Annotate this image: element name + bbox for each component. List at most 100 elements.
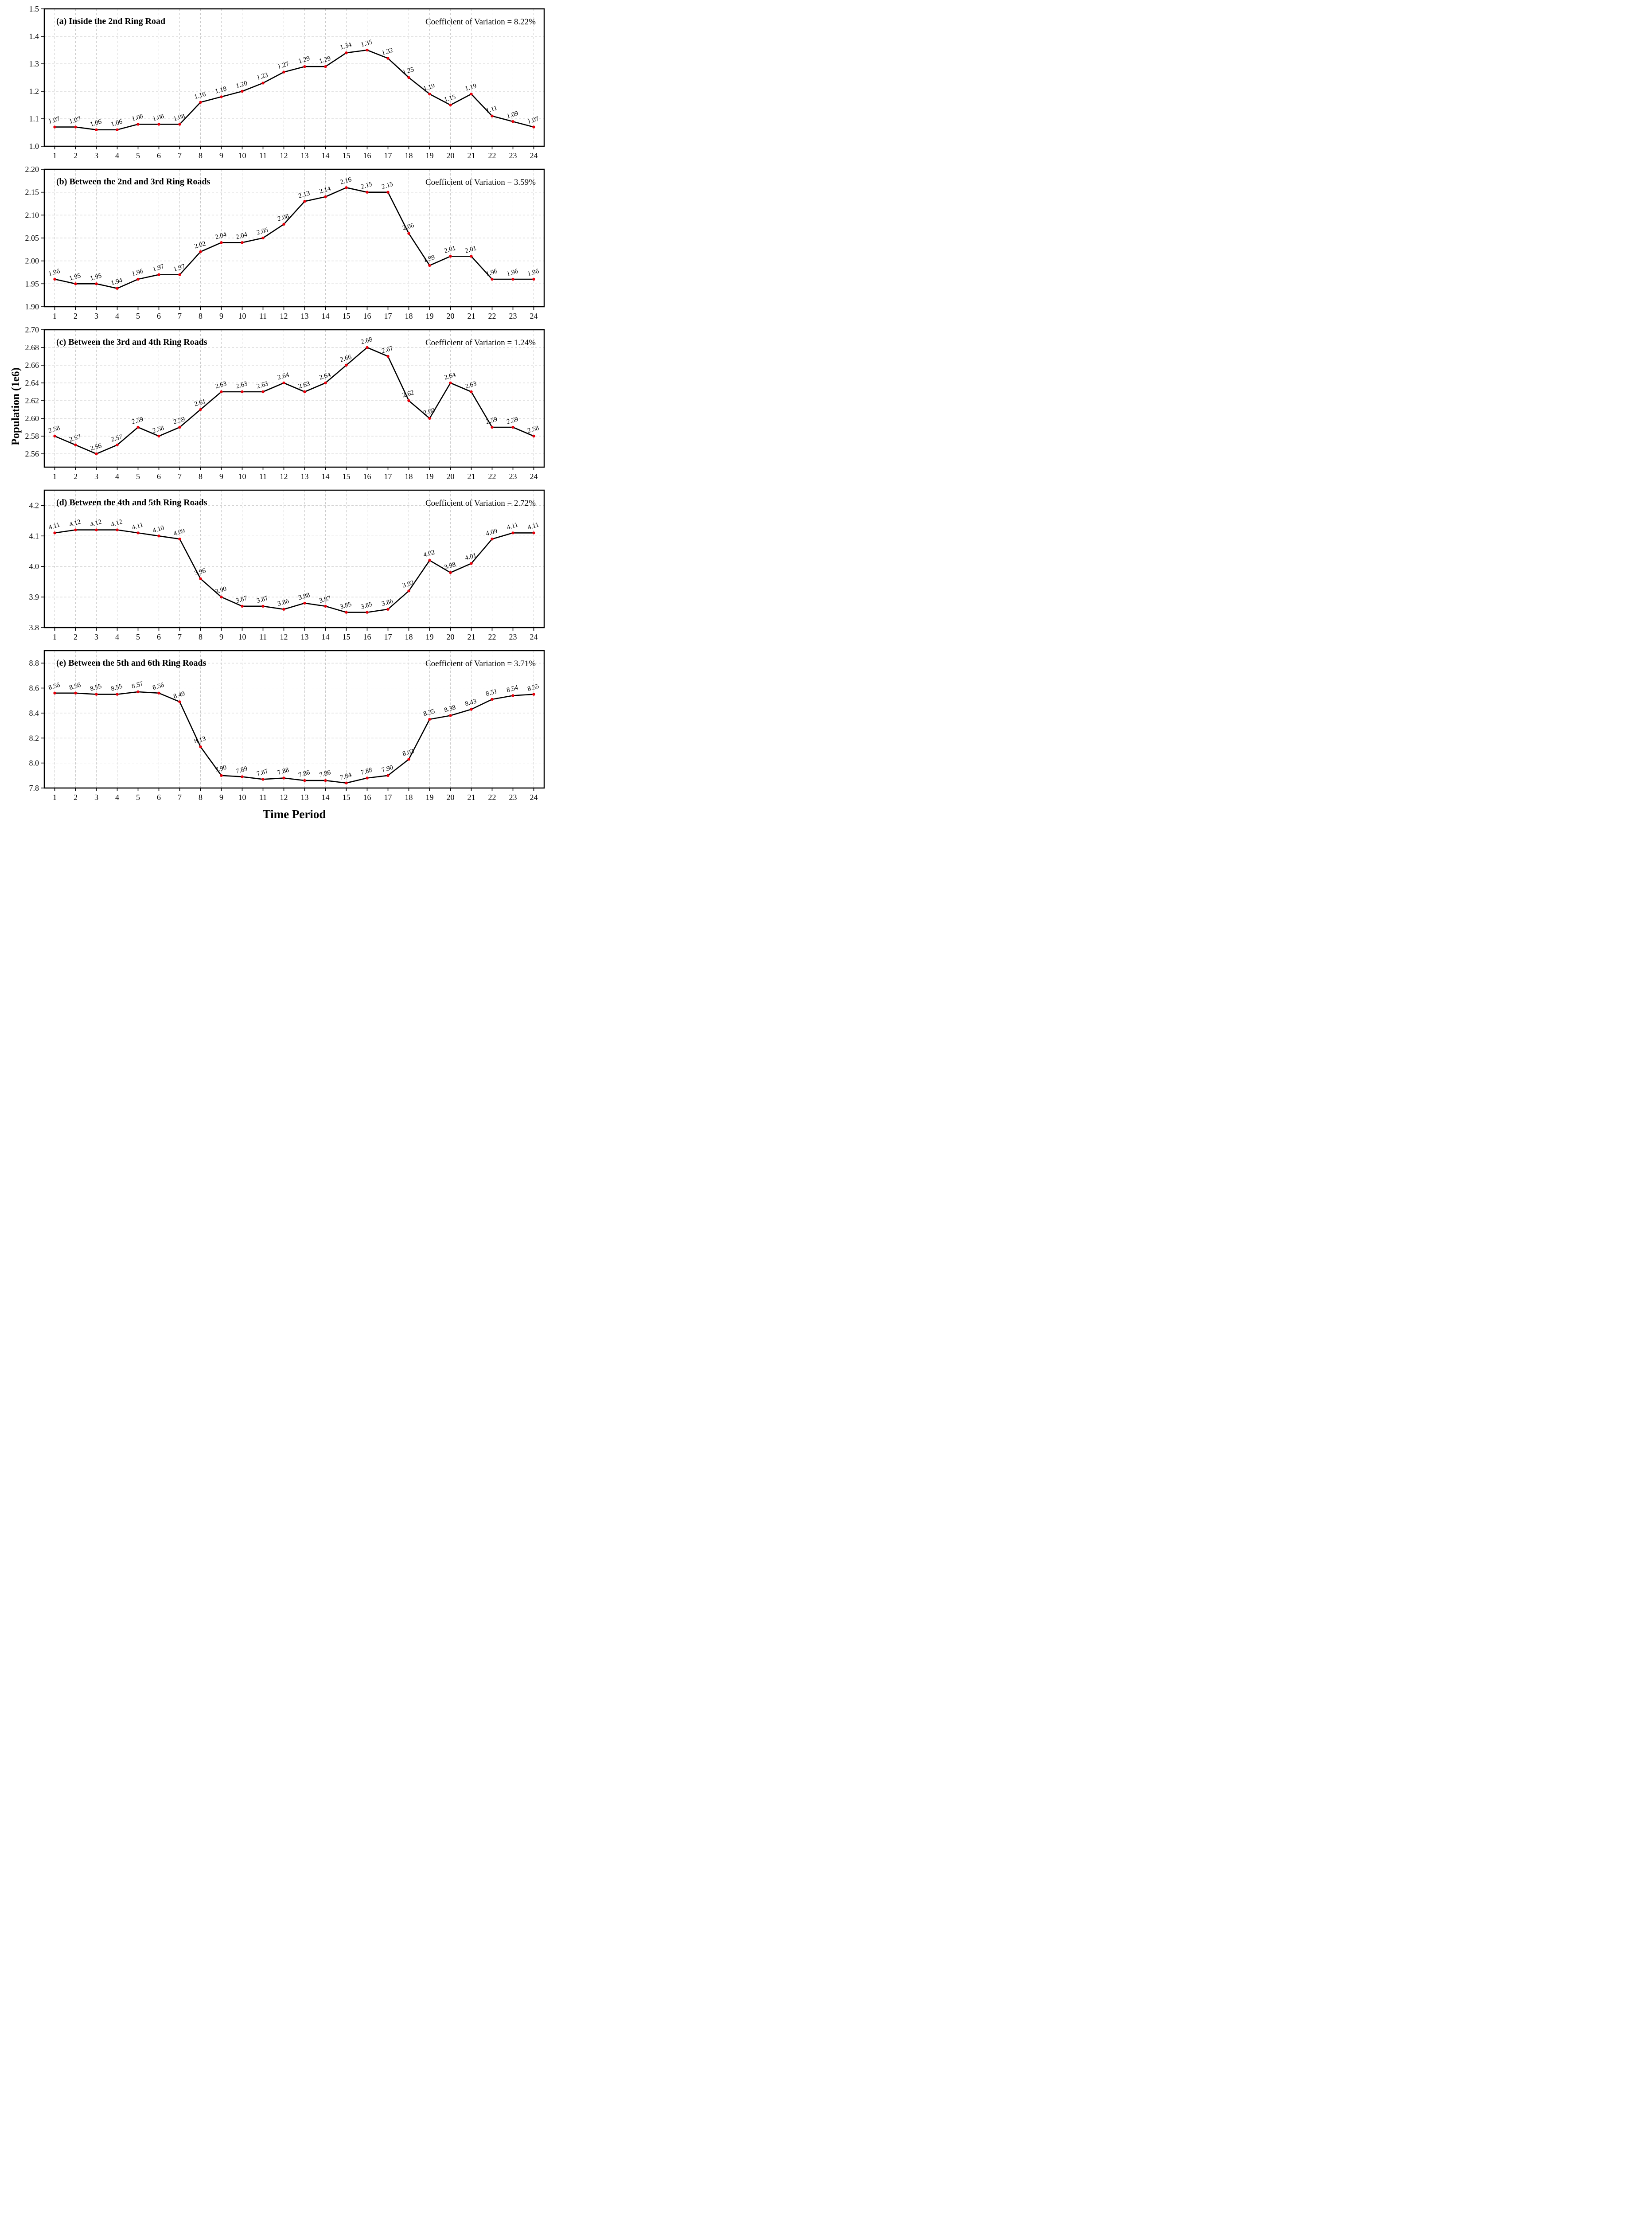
svg-text:2.59: 2.59: [173, 416, 186, 426]
svg-text:16: 16: [363, 312, 371, 320]
svg-text:2.63: 2.63: [214, 380, 228, 390]
svg-text:2.63: 2.63: [256, 380, 269, 390]
svg-text:15: 15: [343, 632, 351, 641]
svg-text:17: 17: [384, 151, 392, 160]
svg-text:1.07: 1.07: [527, 115, 540, 125]
svg-text:1.96: 1.96: [48, 268, 61, 278]
svg-text:2.63: 2.63: [235, 380, 249, 390]
svg-text:20: 20: [447, 312, 455, 320]
svg-text:7: 7: [178, 312, 182, 320]
svg-text:12: 12: [280, 793, 288, 802]
svg-text:2.02: 2.02: [194, 240, 207, 250]
svg-text:4: 4: [115, 472, 119, 481]
svg-text:7.90: 7.90: [381, 764, 394, 774]
svg-text:11: 11: [259, 312, 267, 320]
panel-e-line-chart: 8.88.68.48.28.07.81 2 3 4 5 6 7 8 9 10 11 12 13 14 15 1…: [29, 650, 545, 802]
panel-a-cv-annotation: Coefficient of Variation = 8.22%: [425, 17, 536, 27]
svg-text:2.56: 2.56: [25, 449, 39, 458]
svg-text:14: 14: [322, 632, 330, 641]
svg-text:12: 12: [280, 312, 288, 320]
svg-text:8.0: 8.0: [29, 759, 39, 768]
svg-text:7: 7: [178, 632, 182, 641]
svg-text:10: 10: [238, 632, 246, 641]
svg-text:1.32: 1.32: [381, 47, 394, 57]
svg-text:3: 3: [94, 793, 98, 802]
svg-text:2.59: 2.59: [506, 416, 519, 426]
svg-text:8.03: 8.03: [402, 748, 415, 758]
svg-text:6: 6: [157, 632, 161, 641]
svg-text:1.16: 1.16: [194, 91, 207, 101]
svg-text:18: 18: [405, 312, 413, 320]
svg-text:2.58: 2.58: [48, 425, 61, 435]
svg-text:1.99: 1.99: [423, 254, 436, 264]
svg-text:2.64: 2.64: [277, 371, 290, 382]
svg-text:2.60: 2.60: [423, 407, 436, 417]
svg-text:7.87: 7.87: [256, 768, 269, 778]
svg-text:8.8: 8.8: [29, 659, 39, 667]
svg-text:22: 22: [488, 151, 496, 160]
svg-text:5: 5: [136, 793, 140, 802]
svg-text:3.8: 3.8: [29, 623, 39, 632]
svg-text:3.92: 3.92: [402, 579, 415, 589]
svg-text:8: 8: [199, 151, 203, 160]
svg-text:19: 19: [426, 472, 434, 481]
svg-text:8.4: 8.4: [29, 709, 39, 718]
svg-text:4.01: 4.01: [464, 552, 478, 562]
svg-text:3.87: 3.87: [319, 595, 332, 605]
svg-text:17: 17: [384, 472, 392, 481]
svg-text:2.04: 2.04: [235, 231, 249, 241]
svg-text:1.08: 1.08: [131, 113, 144, 123]
svg-text:14: 14: [322, 472, 330, 481]
svg-text:4: 4: [115, 793, 119, 802]
svg-text:13: 13: [301, 151, 309, 160]
svg-text:2.01: 2.01: [464, 245, 478, 255]
svg-text:2.15: 2.15: [381, 181, 394, 191]
svg-text:3: 3: [94, 472, 98, 481]
svg-text:11: 11: [259, 793, 267, 802]
svg-text:1.20: 1.20: [235, 80, 249, 90]
svg-text:23: 23: [509, 472, 517, 481]
panel-c-line-chart: 2.702.682.662.642.622.602.582.561 2 3 4 5 6 7 8…: [25, 326, 545, 481]
svg-text:4.11: 4.11: [506, 521, 519, 531]
svg-text:7.88: 7.88: [277, 766, 290, 776]
svg-text:1.95: 1.95: [90, 272, 103, 282]
svg-text:2.58: 2.58: [25, 432, 39, 441]
svg-text:16: 16: [363, 472, 371, 481]
panel-b: (b) Between the 2nd and 3rd Ring Roads C…: [0, 166, 551, 326]
svg-text:19: 19: [426, 151, 434, 160]
svg-text:4: 4: [115, 632, 119, 641]
y-axis-label: Population (1e6): [10, 367, 22, 445]
svg-text:20: 20: [447, 632, 455, 641]
panel-d-cv-annotation: Coefficient of Variation = 2.72%: [425, 499, 536, 508]
svg-text:8.38: 8.38: [444, 704, 457, 714]
svg-text:2.58: 2.58: [527, 425, 540, 435]
svg-text:4.10: 4.10: [152, 524, 165, 534]
svg-text:18: 18: [405, 793, 413, 802]
svg-text:6: 6: [157, 472, 161, 481]
svg-text:2.15: 2.15: [360, 181, 374, 191]
svg-text:1.2: 1.2: [29, 87, 39, 96]
panel-a-title: (a) Inside the 2nd Ring Road: [56, 16, 166, 26]
svg-text:2.57: 2.57: [69, 433, 82, 444]
svg-text:2.05: 2.05: [25, 234, 39, 242]
svg-text:22: 22: [488, 472, 496, 481]
svg-text:1.97: 1.97: [152, 263, 165, 273]
svg-text:2: 2: [74, 472, 78, 481]
svg-text:5: 5: [136, 632, 140, 641]
svg-text:23: 23: [509, 632, 517, 641]
svg-text:18: 18: [405, 632, 413, 641]
svg-text:1.23: 1.23: [256, 71, 269, 82]
svg-text:2.59: 2.59: [485, 416, 499, 426]
svg-text:21: 21: [468, 312, 475, 320]
svg-text:19: 19: [426, 632, 434, 641]
panel-d-line-chart: 4.24.14.03.93.81 2 3 4 5 6 7 8 9 10 11 12 13 14 15 16 17…: [29, 489, 545, 641]
svg-text:8.57: 8.57: [131, 680, 144, 691]
svg-text:20: 20: [447, 472, 455, 481]
svg-text:11: 11: [259, 151, 267, 160]
svg-text:1.18: 1.18: [214, 85, 228, 95]
svg-text:2: 2: [74, 793, 78, 802]
svg-text:8.2: 8.2: [29, 733, 39, 742]
svg-text:9: 9: [219, 793, 223, 802]
svg-text:8: 8: [199, 793, 203, 802]
svg-text:3: 3: [94, 151, 98, 160]
